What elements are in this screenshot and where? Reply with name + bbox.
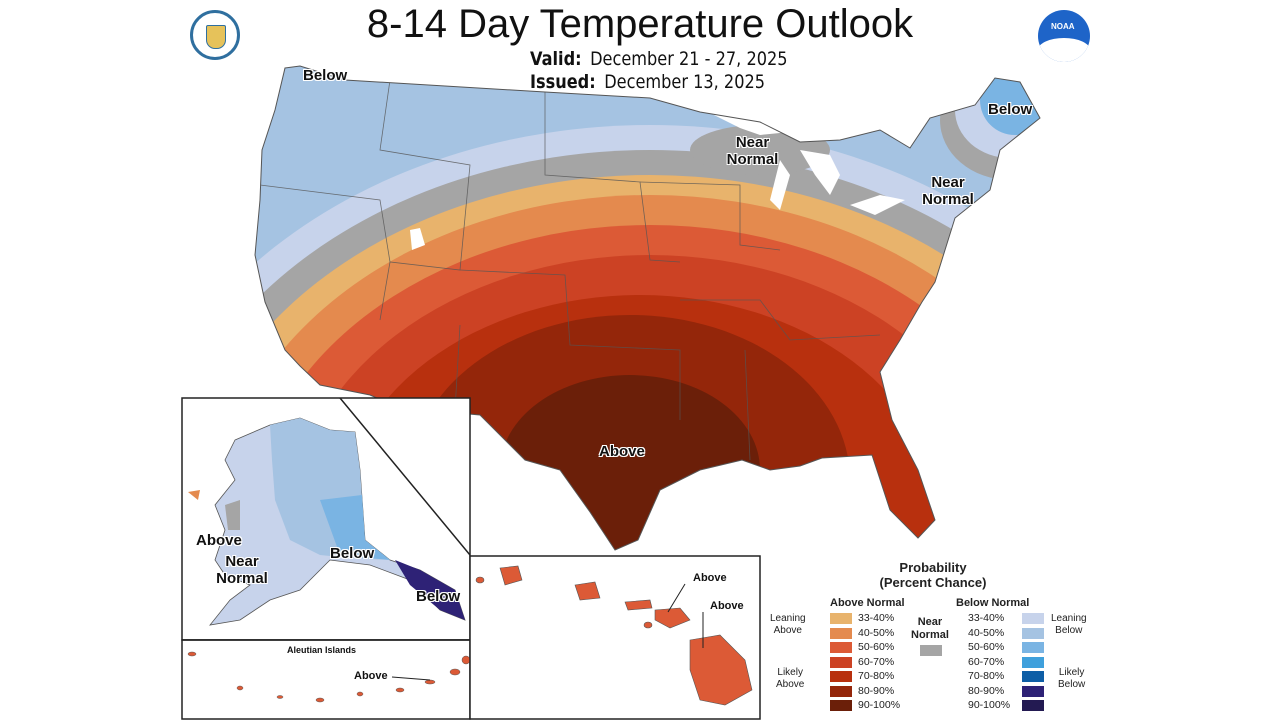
- page-title: 8-14 Day Temperature Outlook: [366, 2, 914, 46]
- legend-likely-above: Likely Above: [776, 667, 805, 690]
- label-ak-near-normal: Near Normal: [216, 553, 268, 588]
- legend-swatch-above-6: [830, 700, 852, 711]
- label-hi-above-1: Above: [693, 572, 727, 584]
- legend-swatch-below-0: [1022, 613, 1044, 624]
- legend-swatch-below-2: [1022, 642, 1044, 653]
- legend-range-above-6: 90-100%: [858, 699, 901, 711]
- legend-swatch-above-0: [830, 613, 852, 624]
- label-hi-above-2: Above: [710, 600, 744, 612]
- valid-label: Valid:: [530, 48, 582, 70]
- label-near-normal-ne: Near Normal: [922, 174, 974, 209]
- legend-below-header: Below Normal: [956, 597, 1030, 609]
- legend-likely-below: Likely Below: [1058, 667, 1086, 690]
- label-ak-above: Above: [196, 532, 242, 549]
- legend-title: Probability (Percent Chance): [879, 560, 987, 590]
- legend-range-above-4: 70-80%: [858, 670, 895, 682]
- label-below-nw: Below: [303, 67, 348, 84]
- legend-leaning-above: Leaning Above: [770, 613, 806, 636]
- legend-swatch-below-4: [1022, 671, 1044, 682]
- legend-swatch-below-1: [1022, 627, 1044, 639]
- label-ak-below-se: Below: [416, 588, 461, 605]
- legend-swatch-above-5: [830, 685, 852, 697]
- legend-range-below-3: 60-70%: [968, 655, 1005, 668]
- issued-date: Issued: December 13, 2025: [530, 71, 765, 93]
- label-below-ne: Below: [988, 101, 1033, 118]
- legend-range-below-4: 70-80%: [968, 670, 1005, 682]
- issued-value: December 13, 2025: [604, 71, 766, 93]
- probability-legend: Probability (Percent Chance) Above Normal…: [768, 560, 1098, 718]
- noaa-logo: NOAA: [1038, 10, 1090, 62]
- valid-dates: Valid: December 21 - 27, 2025: [530, 48, 788, 70]
- issued-label: Issued:: [530, 71, 596, 93]
- legend-swatch-above-1: [830, 627, 852, 639]
- legend-swatch-below-3: [1022, 656, 1044, 668]
- legend-range-above-2: 50-60%: [858, 641, 895, 653]
- valid-value: December 21 - 27, 2025: [590, 48, 788, 70]
- legend-near-normal-swatch: [920, 645, 942, 656]
- hawaii-inset: [469, 555, 761, 720]
- legend-range-below-5: 80-90%: [968, 684, 1005, 697]
- legend-range-below-0: 33-40%: [968, 612, 1005, 624]
- legend-range-below-6: 90-100%: [968, 699, 1011, 711]
- legend-range-above-5: 80-90%: [858, 684, 895, 697]
- alaska-inset: [181, 397, 471, 641]
- label-near-normal-lakes: Near Normal: [726, 134, 779, 169]
- legend-near-normal: Near Normal: [911, 616, 949, 641]
- legend-range-above-3: 60-70%: [858, 655, 895, 668]
- legend-range-below-1: 40-50%: [968, 626, 1005, 639]
- legend-swatch-above-3: [830, 656, 852, 668]
- legend-swatch-below-6: [1022, 700, 1044, 711]
- legend-range-below-2: 50-60%: [968, 641, 1005, 653]
- legend-range-above-0: 33-40%: [858, 612, 895, 624]
- label-aleutian-above: Above: [354, 670, 388, 682]
- label-aleutian-title: Aleutian Islands: [287, 645, 357, 655]
- legend-swatch-above-4: [830, 671, 852, 682]
- legend-range-above-1: 40-50%: [858, 626, 895, 639]
- legend-swatch-above-2: [830, 642, 852, 653]
- label-ak-below: Below: [330, 545, 375, 562]
- label-above-center: Above: [599, 443, 645, 460]
- legend-swatch-below-5: [1022, 685, 1044, 697]
- aleutian-inset: [181, 639, 471, 720]
- legend-leaning-below: Leaning Below: [1051, 613, 1087, 636]
- legend-above-header: Above Normal: [830, 597, 905, 609]
- commerce-seal-logo: [190, 10, 240, 60]
